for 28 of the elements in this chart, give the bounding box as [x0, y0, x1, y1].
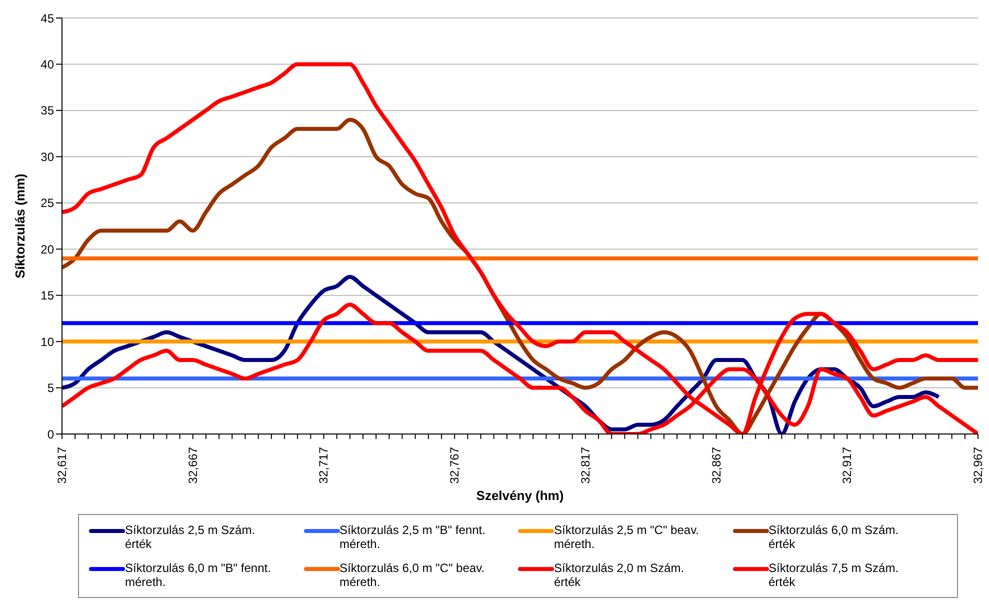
- y-tick-label: 40: [40, 57, 54, 72]
- legend-label: Síktorzulás 2,0 m Szám. érték: [554, 561, 686, 589]
- y-tick-label: 45: [40, 11, 54, 26]
- y-tick-label: 35: [40, 104, 54, 118]
- x-tick-label: 32,867: [709, 446, 724, 484]
- x-axis-title: Szelvény (hm): [476, 488, 564, 503]
- x-tick-label: 32,667: [186, 446, 200, 484]
- x-tick-label: 32,717: [316, 446, 331, 484]
- legend-label: Síktorzulás 2,5 m "B" fennt. méreth.: [340, 523, 486, 551]
- y-tick-label: 25: [40, 196, 54, 210]
- x-tick-label: 32,817: [578, 446, 592, 484]
- x-tick-label: 32,617: [55, 446, 69, 484]
- legend-label: Síktorzulás 2,5 m "C" beav. méreth.: [554, 523, 700, 551]
- x-tick-label: 32,917: [840, 446, 854, 484]
- y-tick-label: 0: [47, 427, 54, 442]
- x-tick-label: 32,967: [971, 446, 985, 484]
- legend-label: Síktorzulás 6,0 m Szám. érték: [768, 523, 900, 551]
- legend-label: Síktorzulás 6,0 m "B" fennt. méreth.: [125, 561, 272, 589]
- legend-label: Síktorzulás 6,0 m "C" beav. méreth.: [340, 561, 486, 589]
- legend-label: Síktorzulás 7,5 m Szám. érték: [768, 561, 900, 589]
- y-tick-label: 5: [47, 381, 54, 396]
- y-tick-label: 30: [40, 150, 54, 164]
- y-axis-title: Síktorzulás (mm): [12, 174, 28, 278]
- legend-label: Síktorzulás 2,5 m Szám. érték: [125, 523, 256, 551]
- y-tick-label: 20: [40, 242, 54, 256]
- y-tick-label: 10: [40, 334, 54, 349]
- y-tick-label: 15: [40, 288, 54, 303]
- x-tick-label: 32,767: [448, 446, 462, 484]
